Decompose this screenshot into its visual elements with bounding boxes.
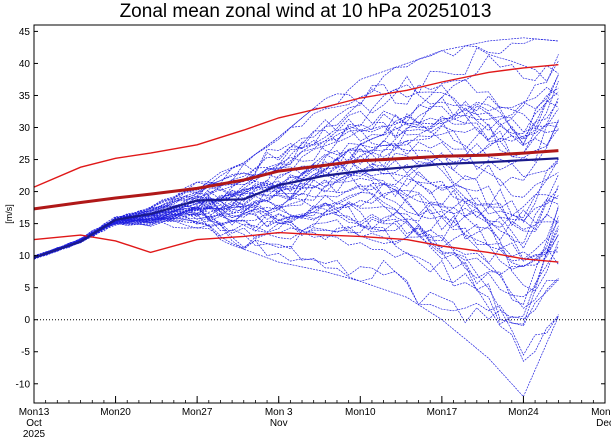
y-tick-label: -10 <box>16 379 31 390</box>
x-tick-label: Mon24 <box>508 407 539 418</box>
x-tick-label-line: 2025 <box>23 429 46 438</box>
percentile-lower-line <box>33 231 559 263</box>
y-axis-label: [m/s] <box>4 204 14 224</box>
x-tick-label: Mon 3 Nov <box>265 407 293 429</box>
y-tick-label: 15 <box>19 219 31 230</box>
series-layer <box>33 37 559 398</box>
y-tick-label: 5 <box>24 283 30 294</box>
ensemble-member-line <box>33 219 559 362</box>
x-tick-label: Mon13 Oct 2025 <box>19 407 50 438</box>
y-tick-label: 40 <box>19 59 31 70</box>
ensemble-member-line <box>33 159 559 257</box>
x-tick-label-line: Nov <box>270 418 288 429</box>
y-tick-label: -5 <box>21 347 30 358</box>
x-tick-label: Mon10 <box>345 407 376 418</box>
y-tick-label: 0 <box>24 315 30 326</box>
y-tick-label: 10 <box>19 251 31 262</box>
y-tick-label: 25 <box>19 155 31 166</box>
ensemble-member-line <box>33 74 559 258</box>
percentile-upper-line <box>33 64 559 188</box>
ensemble-member-line <box>33 47 559 259</box>
ensemble-mean-line <box>33 157 559 259</box>
x-tick-label-line: Mon27 <box>182 407 213 418</box>
ensemble-member-line <box>33 110 559 260</box>
y-tick-label: 30 <box>19 123 31 134</box>
x-tick-label-line: Mon 1 <box>591 407 611 418</box>
x-tick-label-line: Mon17 <box>427 407 458 418</box>
climatology-mean-line <box>33 149 559 211</box>
x-tick-label-line: Mon 3 <box>265 407 293 418</box>
ensemble-member-line <box>33 192 559 325</box>
x-tick-label-line: Mon20 <box>100 407 131 418</box>
ensemble-member-line <box>33 184 559 276</box>
ensemble-member-line <box>33 75 559 257</box>
ensemble-member-line <box>33 78 559 258</box>
x-tick-label: Mon 1Dec <box>591 407 611 429</box>
chart-title: Zonal mean zonal wind at 10 hPa 20251013 <box>119 1 492 22</box>
plot-frame <box>33 24 606 404</box>
x-tick-label-line: Mon10 <box>345 407 376 418</box>
ensemble-member-line <box>33 202 559 356</box>
ensemble-member-line <box>33 193 559 257</box>
y-tick-label: 20 <box>19 187 31 198</box>
x-tick-label: Mon17 <box>427 407 458 418</box>
ensemble-member-line <box>33 205 559 264</box>
ensemble-member-line <box>33 219 559 324</box>
x-tick-label-line: Dec <box>596 418 611 429</box>
x-tick-label: Mon20 <box>100 407 131 418</box>
ensemble-member-line <box>33 87 559 257</box>
x-tick-label-line: Mon13 <box>19 407 50 418</box>
x-tick-label: Mon27 <box>182 407 213 418</box>
y-tick-label: 45 <box>19 27 31 38</box>
ensemble-member-line <box>33 119 559 258</box>
y-tick-label: 35 <box>19 91 31 102</box>
x-tick-label-line: Oct <box>26 418 42 429</box>
ensemble-member-line <box>33 219 559 398</box>
ensemble-member-line <box>33 202 559 306</box>
x-tick-label-line: Mon24 <box>508 407 539 418</box>
